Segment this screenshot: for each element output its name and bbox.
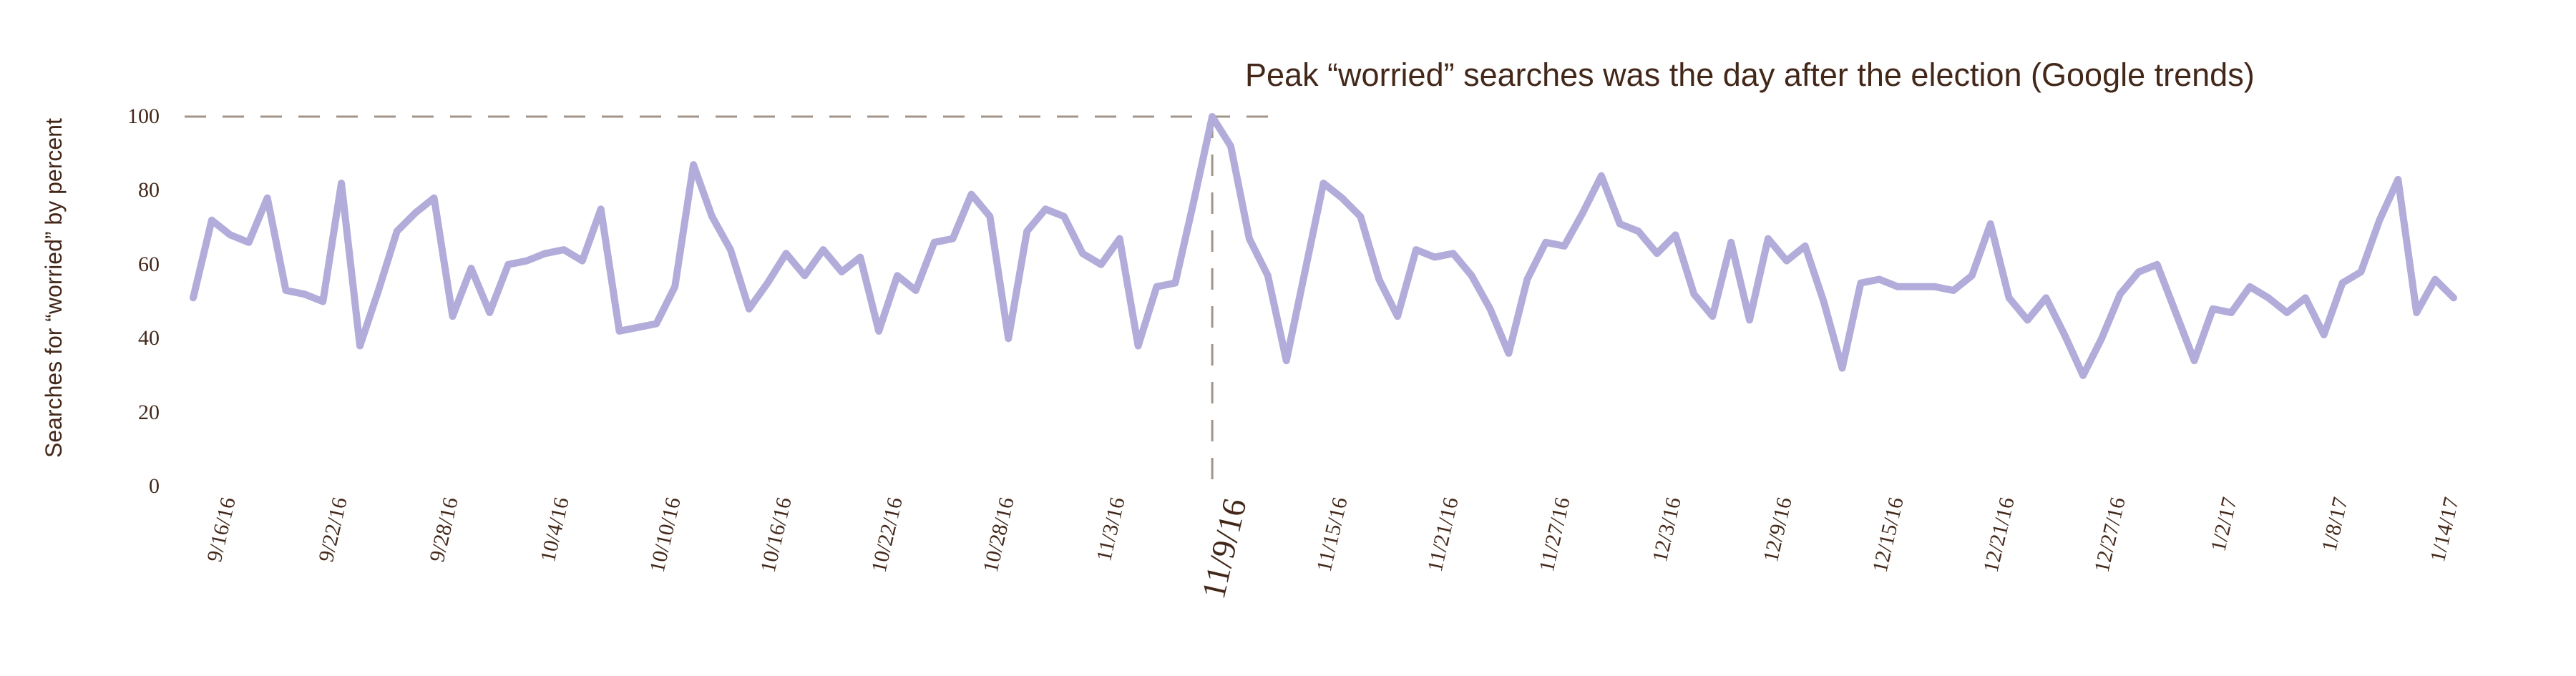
worried-searches-line <box>190 113 2457 379</box>
y-tick-label-0: 0 <box>149 474 160 498</box>
y-tick-label-20: 20 <box>138 400 160 424</box>
chart-title: Peak “worried” searches was the day afte… <box>1245 57 2255 93</box>
y-tick-label-80: 80 <box>138 178 160 202</box>
y-tick-label-40: 40 <box>138 326 160 351</box>
y-tick-label-100: 100 <box>127 104 160 128</box>
y-tick-label-60: 60 <box>138 252 160 276</box>
